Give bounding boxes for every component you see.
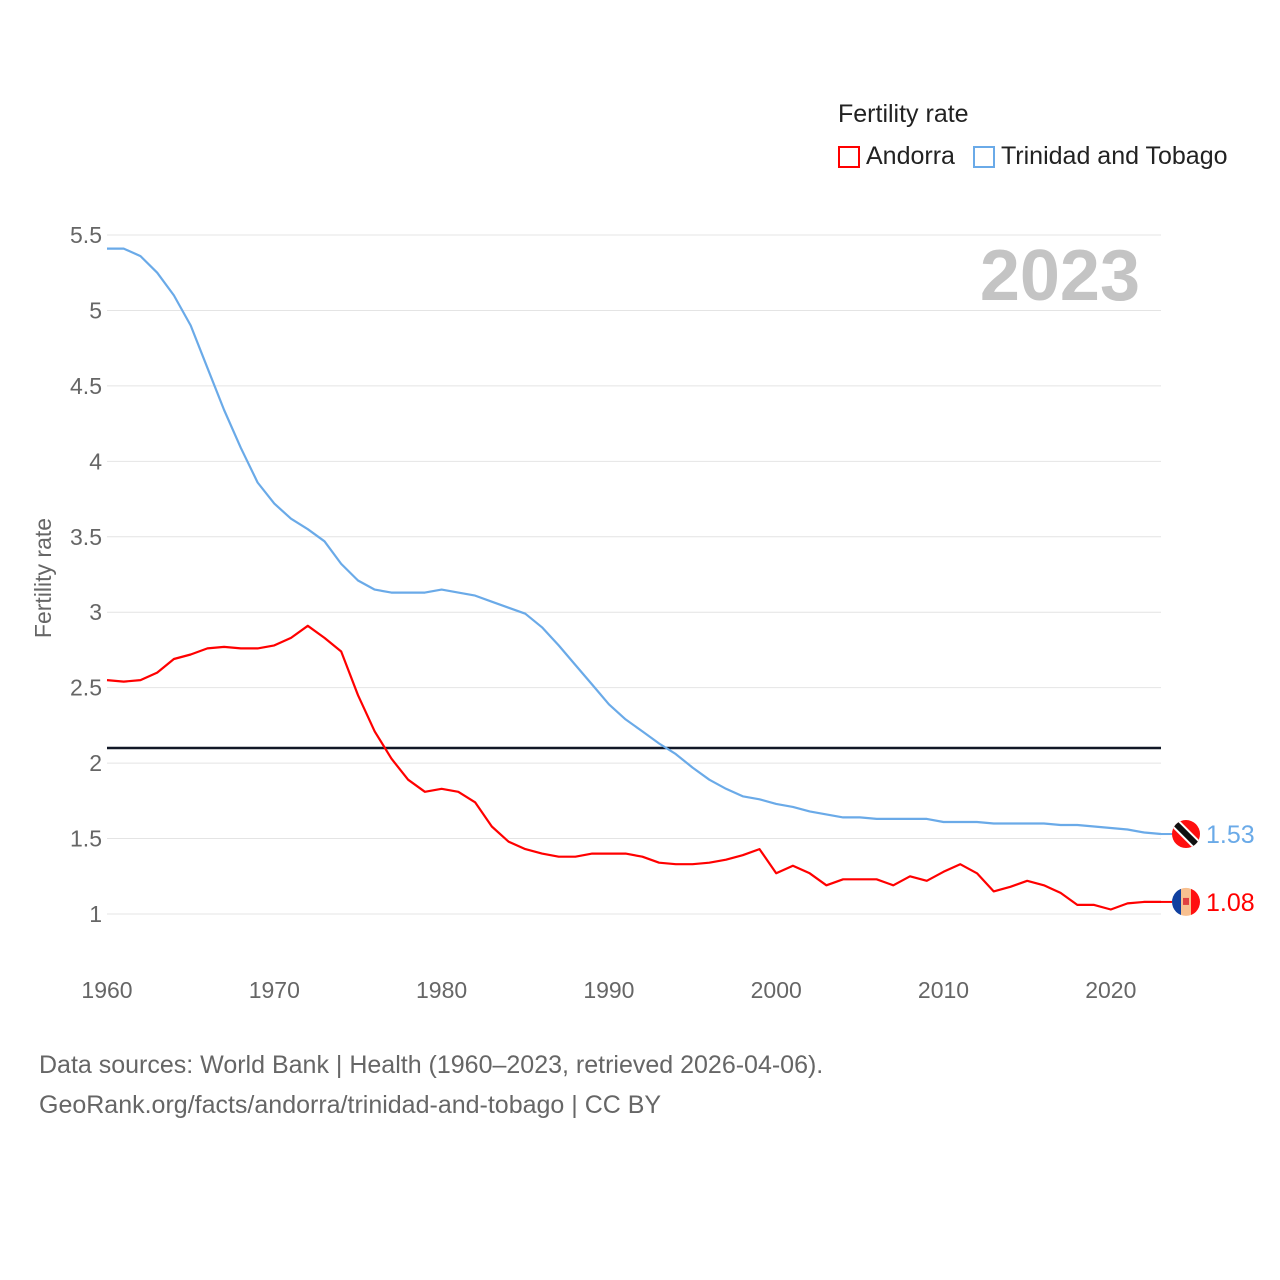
y-tick-label: 5.5 <box>70 222 102 248</box>
end-markers <box>1172 820 1200 916</box>
andorra-flag-icon <box>1172 887 1200 916</box>
x-tick-label: 1980 <box>416 977 467 1003</box>
legend: Andorra Trinidad and Tobago <box>838 142 1246 171</box>
y-tick-label: 3.5 <box>70 524 102 550</box>
legend-label: Andorra <box>866 142 955 170</box>
y-tick-label: 1.5 <box>70 826 102 852</box>
source-line: Data sources: World Bank | Health (1960–… <box>39 1051 824 1079</box>
y-tick-label: 3 <box>89 599 102 625</box>
year-label: 2023 <box>980 236 1140 316</box>
source-link[interactable]: GeoRank.org/facts/andorra/trinidad-and-t… <box>39 1091 662 1119</box>
legend-item-andorra[interactable]: Andorra <box>838 142 955 171</box>
legend-swatch-trinidad <box>972 145 995 168</box>
y-tick-label: 4 <box>89 448 102 474</box>
x-tick-label: 2010 <box>918 977 969 1003</box>
x-tick-label: 2020 <box>1085 977 1136 1003</box>
source-note: Data sources: World Bank | Health (1960–… <box>39 1045 823 1125</box>
y-tick-label: 2.5 <box>70 675 102 701</box>
y-tick-label: 5 <box>89 297 102 323</box>
series-line-trinidad-and-tobago <box>107 247 1162 836</box>
x-tick-label: 1970 <box>249 977 300 1003</box>
y-tick-label: 4.5 <box>70 373 102 399</box>
y-axis-label: Fertility rate <box>30 518 56 638</box>
legend-swatch-andorra <box>838 145 860 168</box>
x-tick-label: 2000 <box>751 977 802 1003</box>
x-tick-label: 1960 <box>81 977 132 1003</box>
x-axis-ticks: 1960 1970 1980 1990 2000 2010 2020 <box>81 977 1136 1003</box>
series-line-andorra <box>106 624 1161 911</box>
legend-item-trinidad[interactable]: Trinidad and Tobago <box>972 142 1228 171</box>
trinidad-flag-icon <box>1172 820 1200 849</box>
y-tick-label: 2 <box>89 750 102 776</box>
y-tick-label: 1 <box>89 901 102 927</box>
legend-label: Trinidad and Tobago <box>1000 142 1228 170</box>
legend-title: Fertility rate <box>838 100 969 128</box>
series-lines <box>106 247 1172 911</box>
end-label-trinidad: 1.53 <box>1206 821 1255 849</box>
end-label-andorra: 1.08 <box>1206 889 1255 917</box>
x-tick-label: 1990 <box>583 977 634 1003</box>
grid-lines <box>107 234 1161 915</box>
y-axis-ticks: 1 1.5 2 2.5 3 3.5 4 4.5 5 5.5 <box>70 222 102 927</box>
